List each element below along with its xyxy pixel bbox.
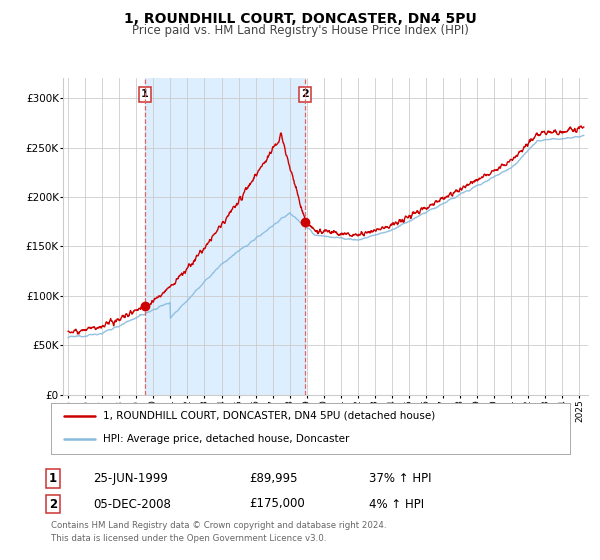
Text: £175,000: £175,000 (249, 497, 305, 511)
Text: 05-DEC-2008: 05-DEC-2008 (93, 497, 171, 511)
Text: 1: 1 (49, 472, 57, 486)
Text: Contains HM Land Registry data © Crown copyright and database right 2024.: Contains HM Land Registry data © Crown c… (51, 521, 386, 530)
Text: 4% ↑ HPI: 4% ↑ HPI (369, 497, 424, 511)
Text: 37% ↑ HPI: 37% ↑ HPI (369, 472, 431, 486)
Text: 1: 1 (141, 90, 149, 100)
Text: This data is licensed under the Open Government Licence v3.0.: This data is licensed under the Open Gov… (51, 534, 326, 543)
Text: Price paid vs. HM Land Registry's House Price Index (HPI): Price paid vs. HM Land Registry's House … (131, 24, 469, 37)
Text: 25-JUN-1999: 25-JUN-1999 (93, 472, 168, 486)
Text: 1, ROUNDHILL COURT, DONCASTER, DN4 5PU: 1, ROUNDHILL COURT, DONCASTER, DN4 5PU (124, 12, 476, 26)
Text: £89,995: £89,995 (249, 472, 298, 486)
Text: HPI: Average price, detached house, Doncaster: HPI: Average price, detached house, Donc… (103, 435, 349, 445)
Text: 2: 2 (302, 90, 309, 100)
Text: 2: 2 (49, 497, 57, 511)
Text: 1, ROUNDHILL COURT, DONCASTER, DN4 5PU (detached house): 1, ROUNDHILL COURT, DONCASTER, DN4 5PU (… (103, 411, 435, 421)
Bar (145, 78, 305, 395)
